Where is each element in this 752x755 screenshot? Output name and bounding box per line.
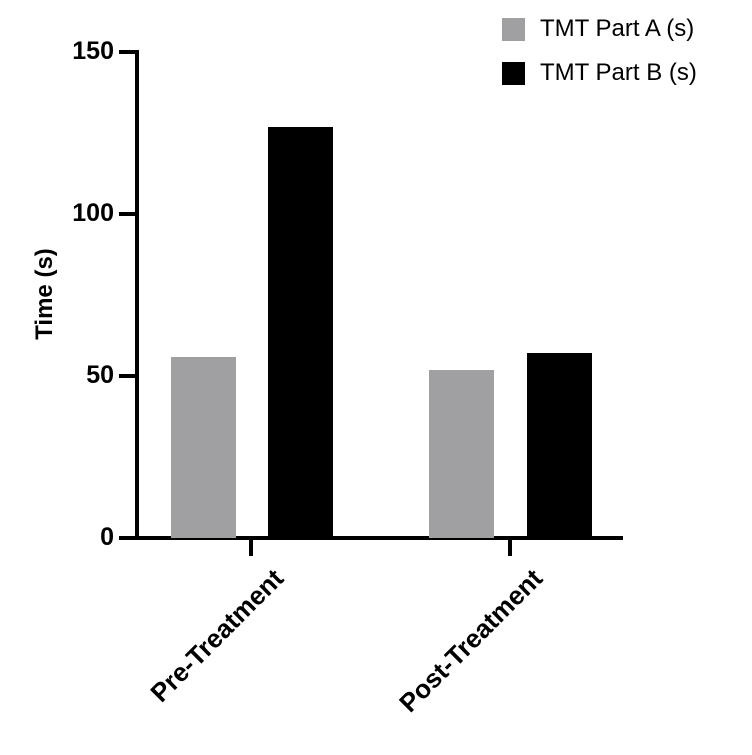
y-axis-line bbox=[135, 50, 139, 540]
x-axis-line bbox=[135, 536, 623, 540]
y-tick-100 bbox=[119, 212, 137, 216]
legend-label-part-b: TMT Part B (s) bbox=[540, 59, 697, 86]
bar-post-treatment-series-1 bbox=[429, 369, 494, 538]
x-label-pre-treatment: Pre-Treatment bbox=[144, 563, 290, 708]
y-tick-50 bbox=[119, 374, 137, 378]
y-axis-title: Time (s) bbox=[31, 248, 58, 340]
legend-swatch-part-a bbox=[502, 18, 525, 41]
y-tick-label-150: 150 bbox=[72, 37, 114, 65]
y-tick-label-100: 100 bbox=[72, 199, 114, 227]
legend-swatch-part-b bbox=[502, 62, 525, 85]
x-tick-post bbox=[508, 538, 512, 556]
y-tick-label-0: 0 bbox=[100, 523, 114, 551]
y-tick-150 bbox=[119, 50, 137, 54]
y-tick-0 bbox=[119, 536, 137, 540]
y-tick-label-50: 50 bbox=[86, 361, 114, 389]
bar-pre-treatment-series-1 bbox=[171, 356, 236, 538]
bar-post-treatment-series-2 bbox=[527, 353, 592, 538]
bar-pre-treatment-series-2 bbox=[268, 126, 333, 538]
x-tick-pre bbox=[249, 538, 253, 556]
x-label-post-treatment: Post-Treatment bbox=[393, 563, 549, 719]
legend-label-part-a: TMT Part A (s) bbox=[540, 15, 695, 42]
